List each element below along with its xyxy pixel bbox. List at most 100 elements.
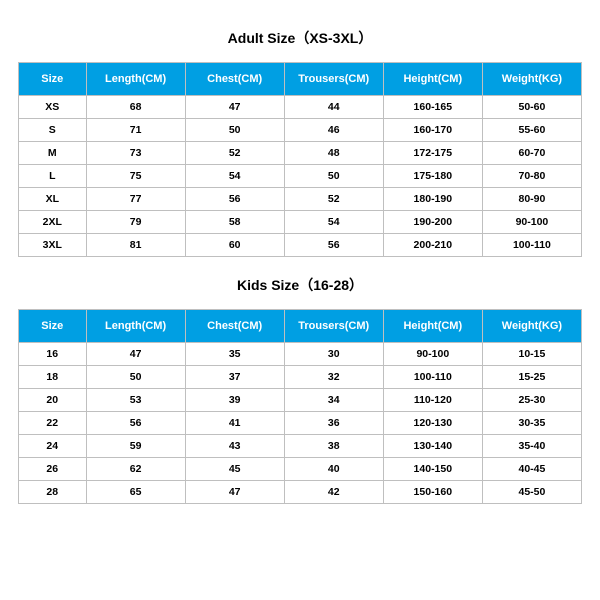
cell: 90-100 bbox=[482, 211, 581, 234]
col-header: Length(CM) bbox=[86, 63, 185, 96]
cell: 47 bbox=[185, 96, 284, 119]
cell: 26 bbox=[19, 458, 87, 481]
table-header-row: Size Length(CM) Chest(CM) Trousers(CM) H… bbox=[19, 63, 582, 96]
adult-table: Size Length(CM) Chest(CM) Trousers(CM) H… bbox=[18, 62, 582, 257]
cell: 140-150 bbox=[383, 458, 482, 481]
cell: 41 bbox=[185, 412, 284, 435]
cell: 60 bbox=[185, 234, 284, 257]
cell: 100-110 bbox=[482, 234, 581, 257]
cell: 45-50 bbox=[482, 481, 581, 504]
table-row: XL775652180-19080-90 bbox=[19, 188, 582, 211]
cell: 80-90 bbox=[482, 188, 581, 211]
cell: 44 bbox=[284, 96, 383, 119]
cell: 55-60 bbox=[482, 119, 581, 142]
cell: 50 bbox=[86, 366, 185, 389]
cell: 48 bbox=[284, 142, 383, 165]
cell: 70-80 bbox=[482, 165, 581, 188]
cell: 35 bbox=[185, 343, 284, 366]
table-row: 2XL795854190-20090-100 bbox=[19, 211, 582, 234]
cell: 38 bbox=[284, 435, 383, 458]
col-header: Weight(KG) bbox=[482, 63, 581, 96]
cell: 180-190 bbox=[383, 188, 482, 211]
cell: 2XL bbox=[19, 211, 87, 234]
cell: 79 bbox=[86, 211, 185, 234]
col-header: Length(CM) bbox=[86, 310, 185, 343]
cell: 110-120 bbox=[383, 389, 482, 412]
cell: 77 bbox=[86, 188, 185, 211]
cell: 50-60 bbox=[482, 96, 581, 119]
table-row: 1647353090-10010-15 bbox=[19, 343, 582, 366]
table-row: S715046160-17055-60 bbox=[19, 119, 582, 142]
table-row: 18503732100-11015-25 bbox=[19, 366, 582, 389]
cell: 39 bbox=[185, 389, 284, 412]
cell: 175-180 bbox=[383, 165, 482, 188]
cell: 190-200 bbox=[383, 211, 482, 234]
cell: 34 bbox=[284, 389, 383, 412]
col-header: Chest(CM) bbox=[185, 63, 284, 96]
cell: 30-35 bbox=[482, 412, 581, 435]
col-header: Chest(CM) bbox=[185, 310, 284, 343]
cell: 56 bbox=[185, 188, 284, 211]
cell: 16 bbox=[19, 343, 87, 366]
table-row: 22564136120-13030-35 bbox=[19, 412, 582, 435]
adult-title: Adult Size（XS-3XL） bbox=[18, 28, 582, 48]
cell: 50 bbox=[185, 119, 284, 142]
cell: 22 bbox=[19, 412, 87, 435]
cell: 71 bbox=[86, 119, 185, 142]
table-row: 20533934110-12025-30 bbox=[19, 389, 582, 412]
cell: 36 bbox=[284, 412, 383, 435]
table-row: 24594338130-14035-40 bbox=[19, 435, 582, 458]
col-header: Weight(KG) bbox=[482, 310, 581, 343]
cell: 81 bbox=[86, 234, 185, 257]
cell: 60-70 bbox=[482, 142, 581, 165]
cell: 40-45 bbox=[482, 458, 581, 481]
cell: 10-15 bbox=[482, 343, 581, 366]
col-header: Height(CM) bbox=[383, 310, 482, 343]
cell: 53 bbox=[86, 389, 185, 412]
cell: 150-160 bbox=[383, 481, 482, 504]
cell: 130-140 bbox=[383, 435, 482, 458]
table-row: 28654742150-16045-50 bbox=[19, 481, 582, 504]
cell: XS bbox=[19, 96, 87, 119]
cell: M bbox=[19, 142, 87, 165]
cell: 37 bbox=[185, 366, 284, 389]
cell: 30 bbox=[284, 343, 383, 366]
cell: 65 bbox=[86, 481, 185, 504]
cell: 20 bbox=[19, 389, 87, 412]
cell: L bbox=[19, 165, 87, 188]
cell: 50 bbox=[284, 165, 383, 188]
cell: 68 bbox=[86, 96, 185, 119]
cell: 47 bbox=[185, 481, 284, 504]
col-header: Height(CM) bbox=[383, 63, 482, 96]
table-header-row: Size Length(CM) Chest(CM) Trousers(CM) H… bbox=[19, 310, 582, 343]
cell: 52 bbox=[284, 188, 383, 211]
cell: 73 bbox=[86, 142, 185, 165]
col-header: Trousers(CM) bbox=[284, 63, 383, 96]
cell: 54 bbox=[284, 211, 383, 234]
kids-title: Kids Size（16-28） bbox=[18, 275, 582, 295]
table-row: L755450175-18070-80 bbox=[19, 165, 582, 188]
cell: 25-30 bbox=[482, 389, 581, 412]
cell: 90-100 bbox=[383, 343, 482, 366]
cell: 45 bbox=[185, 458, 284, 481]
cell: 32 bbox=[284, 366, 383, 389]
cell: 42 bbox=[284, 481, 383, 504]
col-header: Size bbox=[19, 310, 87, 343]
col-header: Size bbox=[19, 63, 87, 96]
cell: 35-40 bbox=[482, 435, 581, 458]
cell: 59 bbox=[86, 435, 185, 458]
cell: 24 bbox=[19, 435, 87, 458]
cell: 52 bbox=[185, 142, 284, 165]
col-header: Trousers(CM) bbox=[284, 310, 383, 343]
table-row: M735248172-17560-70 bbox=[19, 142, 582, 165]
cell: XL bbox=[19, 188, 87, 211]
cell: 75 bbox=[86, 165, 185, 188]
cell: 160-170 bbox=[383, 119, 482, 142]
cell: 62 bbox=[86, 458, 185, 481]
cell: 56 bbox=[86, 412, 185, 435]
table-row: 26624540140-15040-45 bbox=[19, 458, 582, 481]
cell: 58 bbox=[185, 211, 284, 234]
cell: 15-25 bbox=[482, 366, 581, 389]
cell: 40 bbox=[284, 458, 383, 481]
cell: 46 bbox=[284, 119, 383, 142]
